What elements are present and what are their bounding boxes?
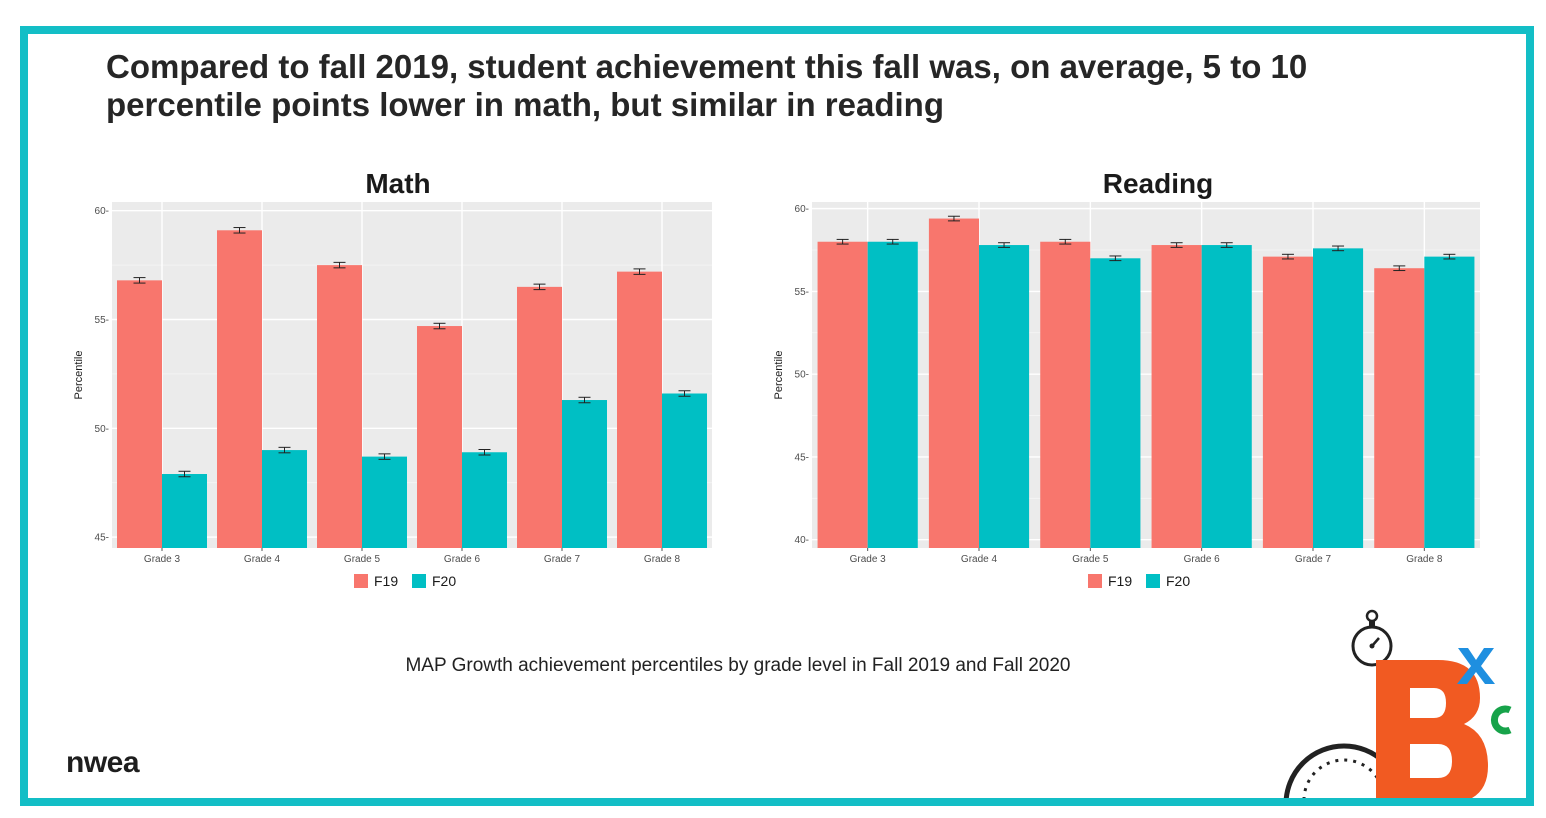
legend-swatch-f20 — [412, 574, 426, 588]
legend: F19 F20 — [1088, 573, 1190, 589]
y-tick-label: 45- — [95, 533, 109, 544]
legend-label-f20: F20 — [432, 573, 456, 589]
x-tick-label: Grade 7 — [544, 554, 581, 565]
plot-panel — [112, 202, 712, 548]
x-tick-label: Grade 7 — [1295, 554, 1332, 565]
x-tick-label: Grade 5 — [344, 554, 381, 565]
bar-f19-grade-5 — [1040, 241, 1091, 548]
stopwatch-icon — [1351, 609, 1393, 667]
bar-f19-grade-8 — [617, 271, 662, 548]
y-tick-label: 45- — [795, 452, 809, 463]
bar-f20-grade-7 — [1313, 248, 1364, 548]
bar-f20-grade-6 — [1201, 245, 1252, 548]
figure-caption: MAP Growth achievement percentiles by gr… — [405, 655, 1071, 676]
x-tick-label: Grade 8 — [644, 554, 681, 565]
bar-f20-grade-4 — [979, 245, 1030, 548]
bar-f19-grade-4 — [928, 218, 979, 548]
x-tick-label: Grade 8 — [1406, 554, 1443, 565]
bxc-badge-icon — [1376, 648, 1512, 798]
decorative-illustration — [1283, 609, 1512, 798]
y-axis-label: Percentile — [773, 351, 785, 400]
bar-f20-grade-7 — [562, 400, 607, 548]
bar-f19-grade-4 — [217, 230, 262, 548]
bar-f20-grade-4 — [262, 450, 307, 548]
nwea-logo: nwea — [66, 746, 140, 779]
bar-f20-grade-3 — [867, 241, 918, 548]
bar-f19-grade-7 — [517, 286, 562, 548]
bar-f19-grade-3 — [817, 241, 868, 548]
slide-headline: Compared to fall 2019, student achieveme… — [106, 48, 1496, 124]
slide-frame: Compared to fall 2019, student achieveme… — [20, 26, 1534, 806]
legend-label-f19: F19 — [374, 573, 398, 589]
legend-swatch-f20 — [1146, 574, 1160, 588]
bar-f19-grade-3 — [117, 280, 162, 548]
legend-label-f19: F19 — [1108, 573, 1132, 589]
math-chart-title: Math — [365, 168, 431, 199]
legend-swatch-f19 — [354, 574, 368, 588]
bar-f20-grade-3 — [162, 474, 207, 548]
y-tick-label: 40- — [795, 535, 809, 546]
reading-bar-chart: 40- 45- 50- 55- 60- Grade 3 Grade 4 Grade 5 Grad… — [773, 202, 1480, 589]
bar-f19-grade-6 — [1151, 245, 1202, 548]
headline-line-2: percentile points lower in math, but sim… — [106, 86, 944, 123]
x-tick-label: Grade 4 — [961, 554, 998, 565]
bar-f19-grade-6 — [417, 326, 462, 548]
reading-chart-title: Reading — [1102, 168, 1214, 199]
bar-f20-grade-5 — [362, 456, 407, 548]
plot-panel — [812, 202, 1480, 548]
y-tick-label: 60- — [95, 206, 109, 217]
bar-f19-grade-8 — [1374, 268, 1425, 548]
legend-swatch-f19 — [1088, 574, 1102, 588]
y-tick-label: 55- — [95, 315, 109, 326]
bar-f20-grade-6 — [462, 452, 507, 548]
x-tick-label: Grade 6 — [444, 554, 481, 565]
x-tick-label: Grade 3 — [850, 554, 887, 565]
y-axis-label: Percentile — [73, 351, 85, 400]
bar-f20-grade-8 — [1424, 256, 1475, 548]
headline-line-1: Compared to fall 2019, student achieveme… — [106, 48, 1308, 85]
y-tick-label: 50- — [95, 424, 109, 435]
y-tick-label: 50- — [795, 370, 809, 381]
x-tick-label: Grade 6 — [1184, 554, 1221, 565]
legend: F19 F20 — [354, 573, 456, 589]
bar-f20-grade-5 — [1090, 258, 1141, 548]
y-tick-label: 55- — [795, 287, 809, 298]
x-tick-label: Grade 4 — [244, 554, 281, 565]
legend-label-f20: F20 — [1166, 573, 1190, 589]
bar-f19-grade-5 — [317, 265, 362, 548]
bar-f19-grade-7 — [1262, 256, 1313, 548]
x-tick-label: Grade 5 — [1072, 554, 1109, 565]
bar-f20-grade-8 — [662, 393, 707, 548]
x-tick-label: Grade 3 — [144, 554, 181, 565]
math-bar-chart: 45- 50- 55- 60- Grade 3 Grade 4 Grade 5 Grade 6… — [73, 202, 712, 589]
y-tick-label: 60- — [795, 204, 809, 215]
